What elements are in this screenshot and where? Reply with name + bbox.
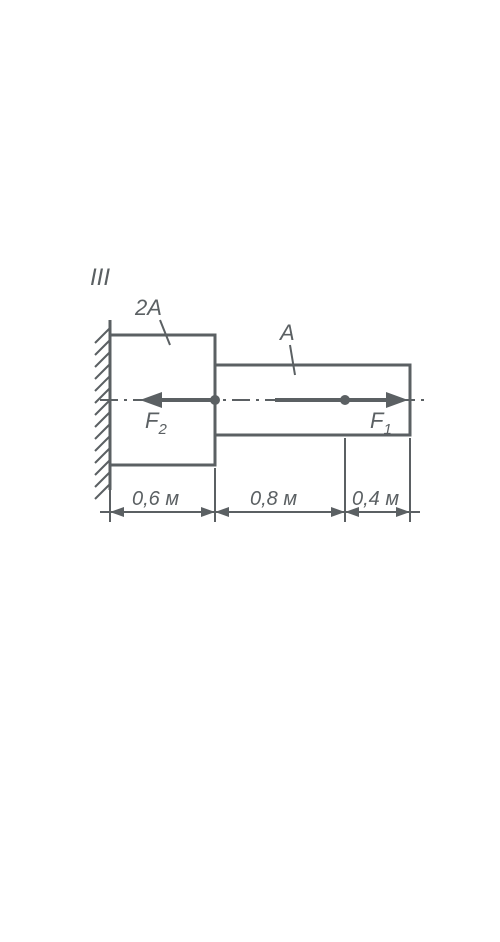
dim-label-3: 0,4 м	[352, 488, 399, 510]
force-f2-label: F2	[145, 408, 167, 438]
wall-hatching	[95, 328, 110, 499]
force-f2	[140, 392, 220, 408]
area-tick-a	[290, 345, 295, 375]
area-label-a: A	[278, 320, 295, 345]
page: III 2A A F2 F1	[0, 0, 500, 942]
force-f1	[275, 392, 408, 408]
diagram-svg: III 2A A F2 F1	[0, 0, 500, 942]
area-tick-2a	[160, 320, 170, 345]
dim-label-1: 0,6 м	[132, 488, 179, 510]
dim-label-2: 0,8 м	[250, 488, 297, 510]
figure-title: III	[90, 264, 110, 291]
area-label-2a: 2A	[134, 295, 162, 320]
